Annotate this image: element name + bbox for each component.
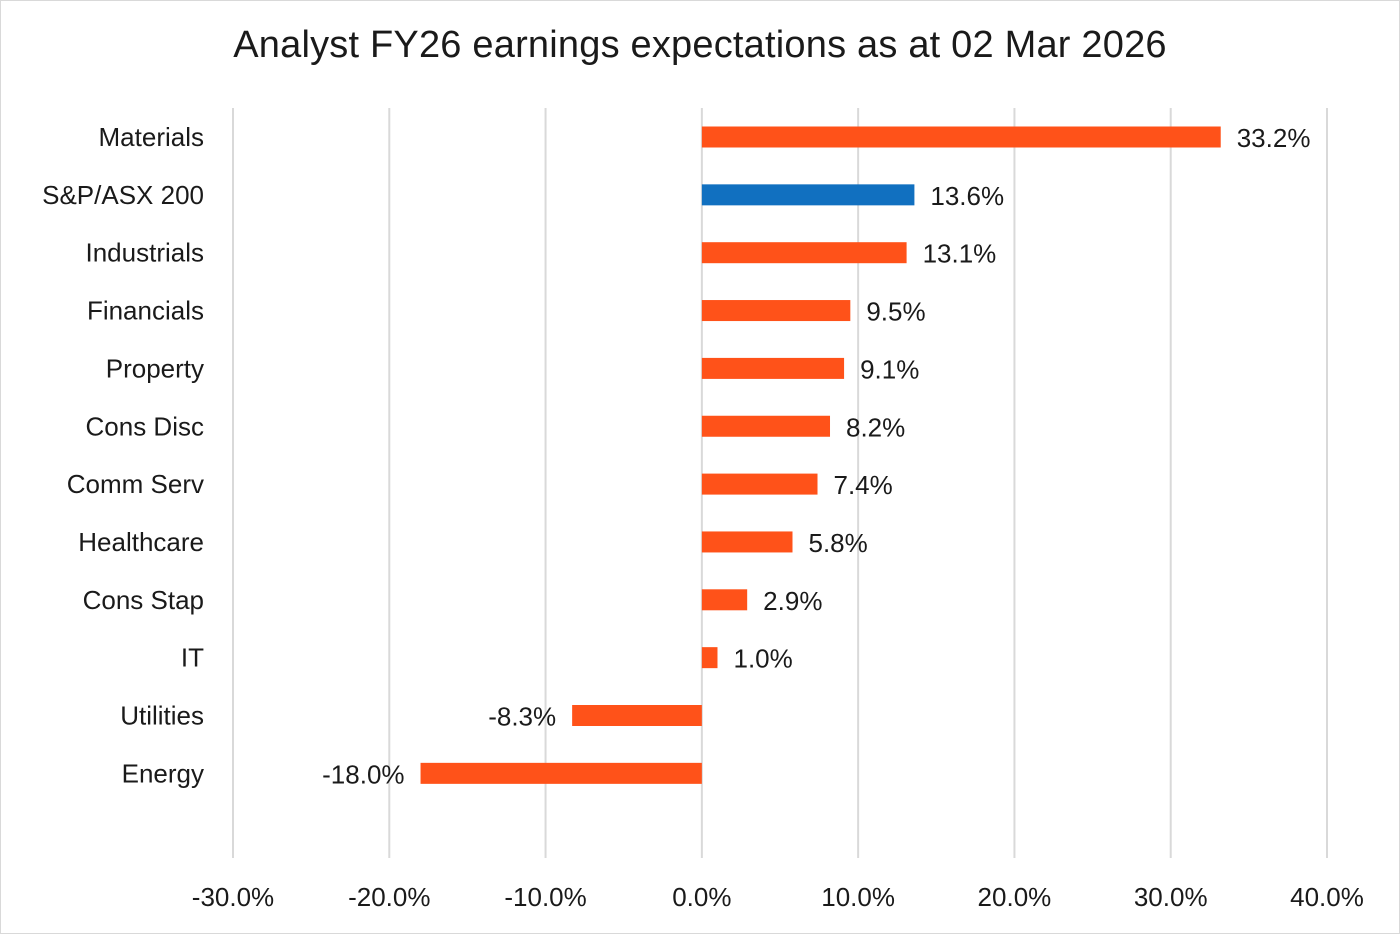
category-label: Industrials bbox=[86, 238, 205, 268]
bar bbox=[701, 126, 1221, 148]
bar bbox=[701, 473, 818, 495]
x-tick-label: -20.0% bbox=[348, 882, 430, 912]
x-tick-label: -30.0% bbox=[192, 882, 274, 912]
x-tick-label: 30.0% bbox=[1134, 882, 1208, 912]
category-label: Cons Stap bbox=[83, 585, 204, 615]
category-label: Healthcare bbox=[78, 527, 204, 557]
bar bbox=[701, 415, 831, 437]
data-label: -18.0% bbox=[322, 759, 404, 789]
bar bbox=[701, 589, 748, 611]
data-label: 13.6% bbox=[930, 181, 1004, 211]
bar bbox=[572, 705, 702, 726]
category-label: IT bbox=[181, 643, 204, 673]
data-label: 7.4% bbox=[834, 470, 893, 500]
data-label: 2.9% bbox=[763, 586, 822, 616]
chart-title: Analyst FY26 earnings expectations as at… bbox=[233, 24, 1167, 66]
category-label: S&P/ASX 200 bbox=[42, 180, 204, 210]
x-tick-label: 20.0% bbox=[978, 882, 1052, 912]
category-label: Materials bbox=[99, 122, 204, 152]
bar bbox=[701, 357, 845, 379]
bar bbox=[701, 242, 907, 264]
data-label: 9.5% bbox=[866, 297, 925, 327]
data-label: 33.2% bbox=[1237, 123, 1311, 153]
data-label: 13.1% bbox=[923, 239, 997, 269]
data-label: 8.2% bbox=[846, 412, 905, 442]
bar bbox=[701, 647, 718, 669]
data-label: -8.3% bbox=[488, 702, 556, 732]
category-label: Energy bbox=[122, 758, 204, 788]
category-label: Utilities bbox=[120, 701, 204, 731]
x-tick-label: -10.0% bbox=[504, 882, 586, 912]
x-tick-label: 0.0% bbox=[672, 882, 731, 912]
category-label: Financials bbox=[87, 296, 204, 326]
bar bbox=[701, 531, 793, 553]
category-label: Property bbox=[106, 353, 204, 383]
x-tick-label: 10.0% bbox=[821, 882, 895, 912]
category-label: Comm Serv bbox=[67, 469, 204, 499]
bar bbox=[420, 762, 702, 784]
data-label: 9.1% bbox=[860, 354, 919, 384]
data-label: 1.0% bbox=[733, 644, 792, 674]
bar bbox=[701, 300, 851, 322]
category-label: Cons Disc bbox=[86, 411, 204, 441]
data-label: 5.8% bbox=[809, 528, 868, 558]
x-tick-label: 40.0% bbox=[1290, 882, 1364, 912]
bar bbox=[701, 184, 915, 206]
